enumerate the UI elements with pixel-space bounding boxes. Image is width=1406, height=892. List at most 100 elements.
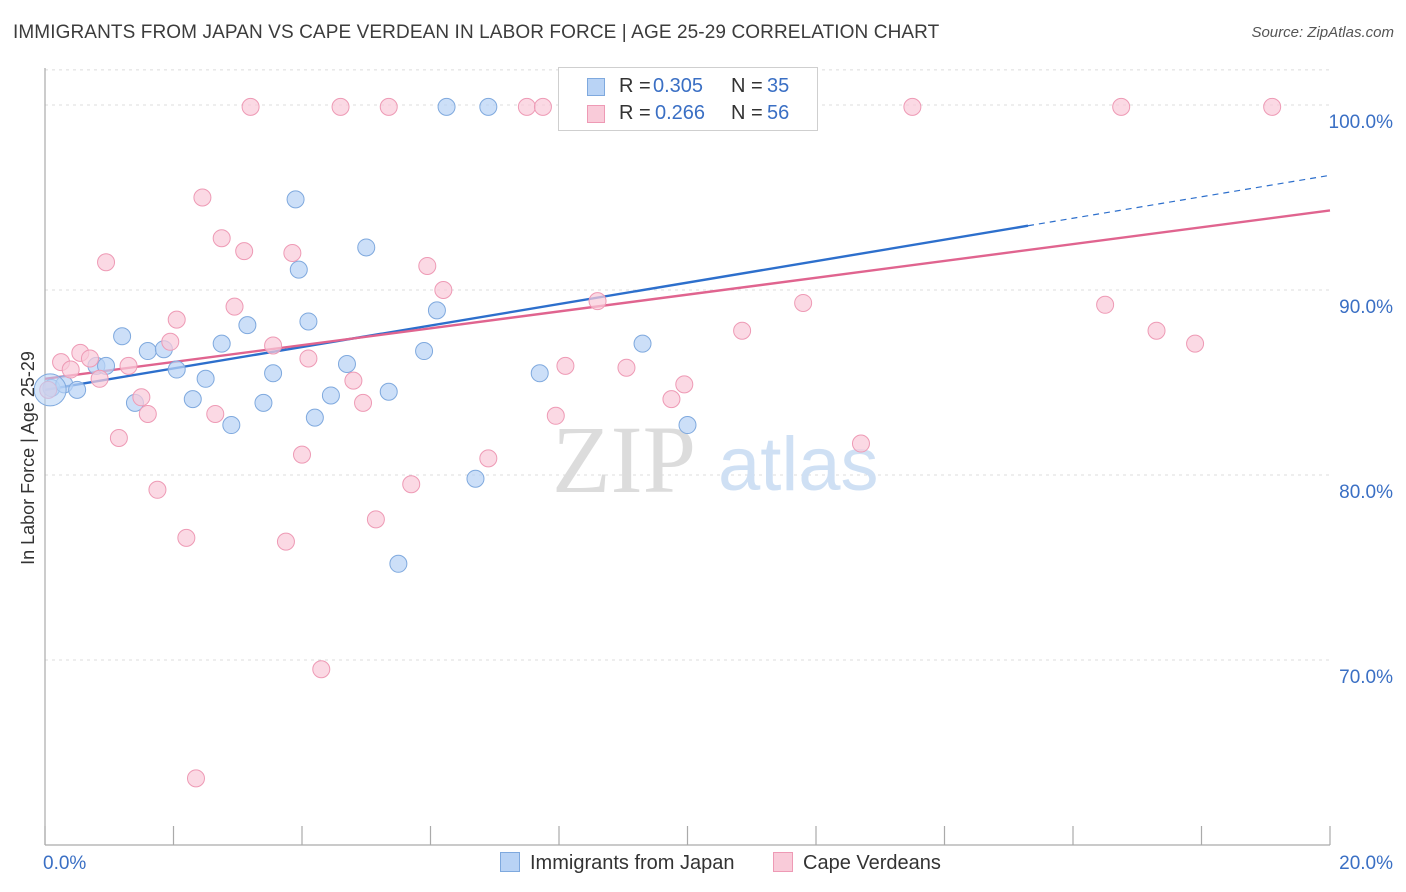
stats-legend-row-cape: R = 0.266 N = 56 <box>559 101 817 127</box>
cape-point <box>80 349 99 368</box>
japan-point <box>305 408 324 427</box>
r-label: R = <box>619 75 651 97</box>
cape-point <box>97 253 116 272</box>
y-tick-label: 100.0% <box>1329 112 1394 133</box>
n-value: 56 <box>767 102 790 124</box>
n-label: N = <box>731 75 763 97</box>
trend-lines <box>44 174 1331 392</box>
japan-point <box>289 260 308 279</box>
cape-point <box>264 336 283 355</box>
chart-source: Source: ZipAtlas.com <box>1251 24 1394 41</box>
y-tick-label: 80.0% <box>1339 482 1393 503</box>
cape-point <box>344 371 363 390</box>
cape-point <box>312 660 331 679</box>
cape-point <box>148 480 167 499</box>
cape-point <box>733 321 752 340</box>
japan-point <box>466 469 485 488</box>
japan-legend-swatch <box>500 852 520 872</box>
cape-point <box>1263 97 1282 116</box>
cape-point <box>61 360 80 379</box>
cape-point <box>283 244 302 262</box>
cape-point <box>138 404 157 423</box>
cape-point <box>132 388 151 407</box>
cape-point <box>517 97 536 116</box>
cape-point <box>418 256 437 275</box>
japan-trend-line <box>44 224 1029 392</box>
legend-label-cape: Cape Verdeans <box>803 852 941 874</box>
japan-point <box>167 360 186 379</box>
cape-point <box>206 404 225 423</box>
japan-point <box>530 364 549 383</box>
cape-point <box>379 97 398 116</box>
japan-point <box>321 386 340 405</box>
cape-point <box>1147 321 1166 340</box>
cape-point <box>366 510 385 529</box>
japan-point <box>264 364 283 383</box>
cape-point <box>662 390 681 409</box>
japan-point <box>678 416 697 435</box>
y-tick-label: 90.0% <box>1339 297 1393 318</box>
cape-point <box>794 293 813 312</box>
cape-point <box>235 242 254 261</box>
cape-point <box>402 475 421 494</box>
cape-point <box>533 97 552 116</box>
n-value: 35 <box>767 75 790 97</box>
japan-point <box>113 327 132 346</box>
japan-point-cluster <box>33 373 67 407</box>
japan-point <box>138 342 157 361</box>
japan-point <box>427 301 446 320</box>
japan-point <box>286 190 305 209</box>
cape-point <box>212 229 231 248</box>
japan-trend-extension <box>1027 174 1331 227</box>
cape-point <box>617 358 636 377</box>
japan-point <box>379 382 398 401</box>
legend-item-cape[interactable]: Cape Verdeans <box>773 852 941 875</box>
legend-item-japan[interactable]: Immigrants from Japan <box>500 852 735 875</box>
cape-point <box>241 97 260 116</box>
stats-legend: R = 0.305 N = 35 R = 0.266 N = 56 <box>558 67 818 131</box>
cape-point <box>675 375 694 394</box>
japan-point <box>389 554 408 573</box>
y-tick-label: 70.0% <box>1339 667 1393 688</box>
cape-point <box>588 292 607 311</box>
cape-point <box>331 97 350 116</box>
r-value: 0.305 <box>653 75 704 97</box>
japan-point <box>415 342 434 361</box>
cape-point <box>851 434 870 453</box>
watermark-zip: ZIP <box>552 406 696 513</box>
cape-legend-swatch <box>773 852 793 872</box>
cape-point <box>119 356 138 375</box>
japan-point <box>479 97 498 116</box>
cape-point <box>434 281 453 299</box>
tick-labels: 100.0% 90.0% 80.0% 70.0% 0.0% 20.0% <box>43 112 1393 874</box>
cape-point <box>556 356 575 375</box>
cape-point <box>167 310 186 329</box>
cape-point <box>479 449 498 468</box>
stats-legend-row-japan: R = 0.305 N = 35 <box>559 74 817 100</box>
cape-point <box>1186 334 1205 353</box>
cape-point <box>299 349 318 368</box>
cape-point <box>161 332 180 351</box>
n-label: N = <box>731 102 763 124</box>
r-label: R = <box>619 102 651 124</box>
japan-point <box>222 416 241 435</box>
cape-point <box>293 445 311 464</box>
cape-point <box>903 97 922 116</box>
cape-point <box>276 532 295 551</box>
cape-point <box>177 528 196 547</box>
japan-point <box>183 390 202 409</box>
japan-point <box>196 369 215 388</box>
legend-label-japan: Immigrants from Japan <box>530 852 735 874</box>
x-tick-label: 20.0% <box>1339 853 1393 874</box>
japan-point <box>254 393 273 412</box>
japan-swatch <box>587 78 605 96</box>
watermark-atlas: atlas <box>718 422 879 507</box>
japan-point <box>357 238 376 257</box>
cape-point <box>1096 295 1115 314</box>
cape-point <box>109 429 128 447</box>
cape-point <box>90 369 109 388</box>
chart-title: IMMIGRANTS FROM JAPAN VS CAPE VERDEAN IN… <box>13 22 940 43</box>
cape-point <box>186 769 205 788</box>
japan-point <box>212 334 231 353</box>
